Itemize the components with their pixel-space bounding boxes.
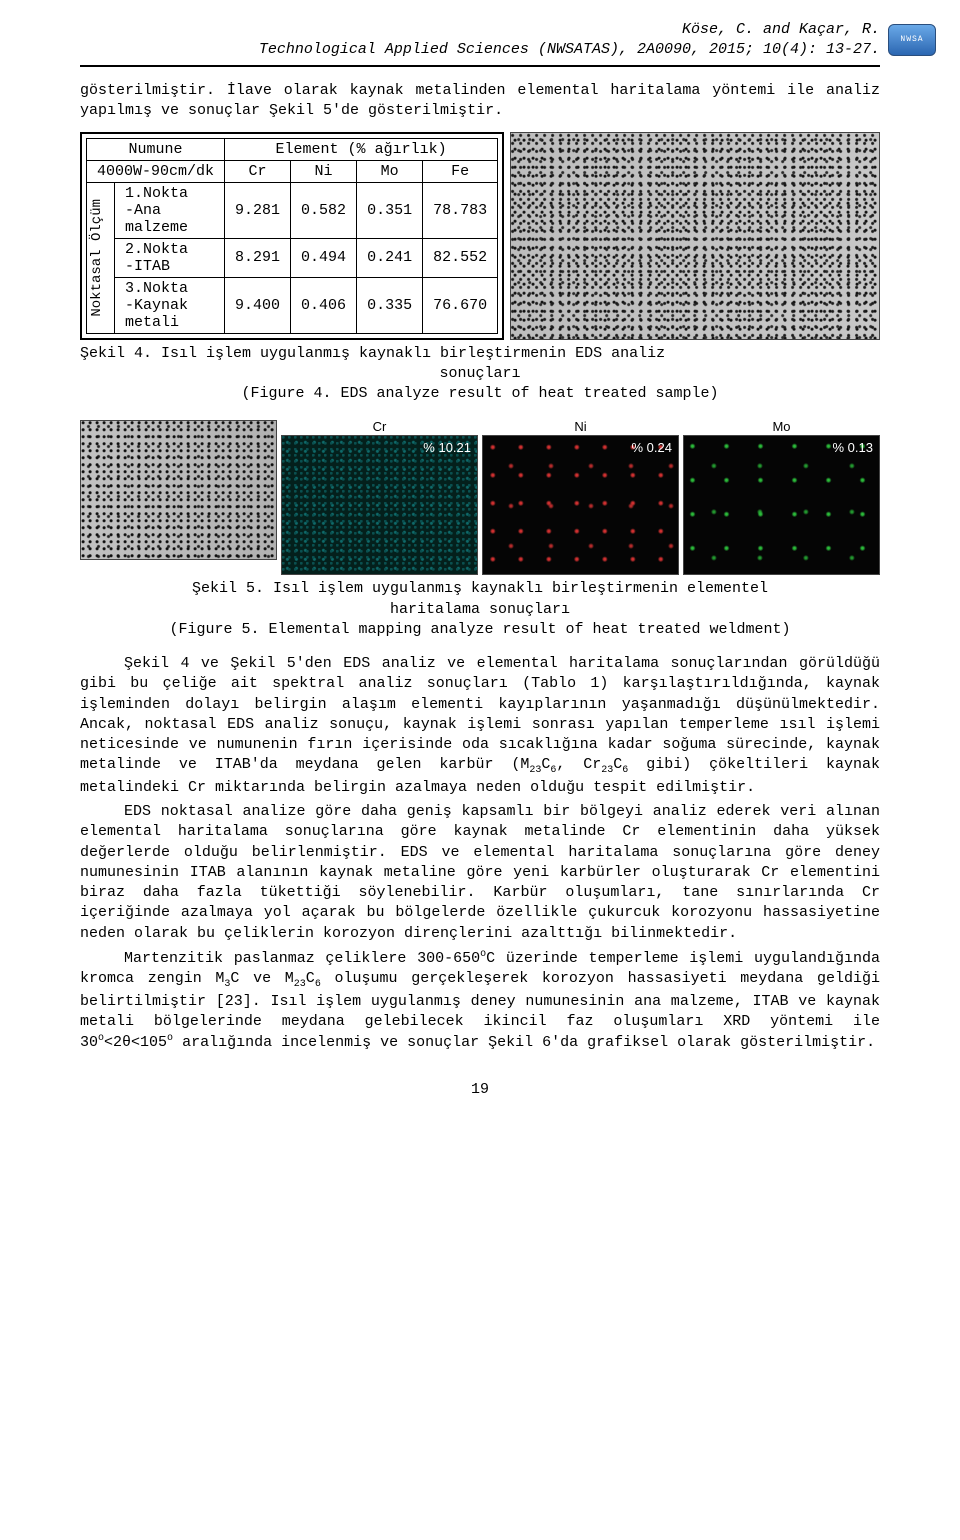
row3-fe: 76.670 — [423, 277, 498, 333]
header-journal: Technological Applied Sciences (NWSATAS)… — [80, 40, 880, 60]
row3-label: 3.Nokta -Kaynak metali — [115, 277, 225, 333]
row1-ni: 0.582 — [291, 182, 357, 238]
map-mo-img: % 0.13 — [683, 435, 880, 575]
eds-table: Numune Element (% ağırlık) 4000W-90cm/dk… — [86, 138, 498, 334]
th-fe: Fe — [423, 160, 498, 182]
th-cr: Cr — [225, 160, 291, 182]
row2-label: 2.Nokta -ITAB — [115, 238, 225, 277]
th-element-title: Element (% ağırlık) — [225, 138, 498, 160]
th-mo: Mo — [357, 160, 423, 182]
para2: EDS noktasal analize göre daha geniş kap… — [80, 802, 880, 944]
map-ni: Ni % 0.24 — [482, 418, 679, 575]
map-cr-img: % 10.21 — [281, 435, 478, 575]
para1: Şekil 4 ve Şekil 5'den EDS analiz ve ele… — [80, 654, 880, 798]
map-sem — [80, 418, 277, 575]
map-sem-img — [80, 420, 277, 560]
map-cr-pct: % 10.21 — [423, 440, 471, 455]
row2-fe: 82.552 — [423, 238, 498, 277]
row1-cr: 9.281 — [225, 182, 291, 238]
row3-ni: 0.406 — [291, 277, 357, 333]
body-paragraphs: Şekil 4 ve Şekil 5'den EDS analiz ve ele… — [80, 654, 880, 1053]
row2-ni: 0.494 — [291, 238, 357, 277]
map-mo-pct: % 0.13 — [833, 440, 873, 455]
figure4-caption: Şekil 4. Isıl işlem uygulanmış kaynaklı … — [80, 344, 880, 405]
row1-mo: 0.351 — [357, 182, 423, 238]
map-cr-label: Cr — [281, 418, 478, 435]
figure4-row: Numune Element (% ağırlık) 4000W-90cm/dk… — [80, 132, 880, 340]
figure5-maps: Cr % 10.21 Ni % 0.24 Mo % 0.13 — [80, 418, 880, 575]
row1-fe: 78.783 — [423, 182, 498, 238]
header-divider — [80, 65, 880, 67]
map-mo: Mo % 0.13 — [683, 418, 880, 575]
row2-mo: 0.241 — [357, 238, 423, 277]
map-ni-pct: % 0.24 — [632, 440, 672, 455]
intro-paragraph: gösterilmiştir. İlave olarak kaynak meta… — [80, 81, 880, 122]
row1-label: 1.Nokta -Ana malzeme — [115, 182, 225, 238]
map-ni-label: Ni — [482, 418, 679, 435]
header-authors: Köse, C. and Kaçar, R. — [80, 20, 880, 40]
figure4-micrograph — [510, 132, 880, 340]
th-sample: Numune — [87, 138, 225, 160]
side-label: Noktasal Ölçüm — [87, 182, 115, 333]
th-ni: Ni — [291, 160, 357, 182]
row2-cr: 8.291 — [225, 238, 291, 277]
row3-cr: 9.400 — [225, 277, 291, 333]
td-sample-label: 4000W-90cm/dk — [87, 160, 225, 182]
map-cr: Cr % 10.21 — [281, 418, 478, 575]
page-header: NWSA Köse, C. and Kaçar, R. Technologica… — [80, 20, 880, 59]
map-mo-label: Mo — [683, 418, 880, 435]
figure5-caption: Şekil 5. Isıl işlem uygulanmış kaynaklı … — [80, 579, 880, 640]
map-ni-img: % 0.24 — [482, 435, 679, 575]
journal-logo: NWSA — [888, 24, 936, 56]
eds-table-wrapper: Numune Element (% ağırlık) 4000W-90cm/dk… — [80, 132, 504, 340]
page-number: 19 — [80, 1081, 880, 1098]
para3: Martenzitik paslanmaz çeliklere 300-650o… — [80, 948, 880, 1054]
row3-mo: 0.335 — [357, 277, 423, 333]
